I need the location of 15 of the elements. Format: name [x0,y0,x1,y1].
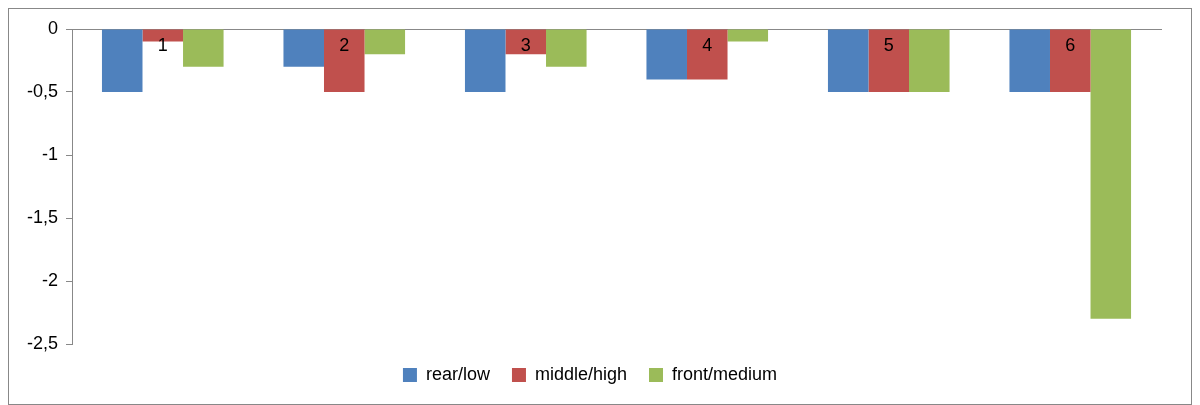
x-tick-label: 4 [702,34,713,55]
x-tick-label: 6 [1065,34,1076,55]
x-tick-label: 1 [157,34,168,55]
x-tick-label: 5 [883,34,894,55]
legend-label: rear/low [425,363,491,384]
legend-label: middle/high [534,363,628,384]
y-tick-label: -1,5 [26,206,59,227]
y-tick-label: -1 [42,143,59,164]
y-tick-label: 0 [48,17,59,38]
y-tick-label: -0,5 [26,80,59,101]
legend-label: front/medium [672,363,778,384]
x-tick-label: 3 [520,34,531,55]
y-tick-label: -2 [42,269,59,290]
y-tick-label: -2,5 [26,332,59,353]
x-tick-label: 2 [339,34,350,55]
